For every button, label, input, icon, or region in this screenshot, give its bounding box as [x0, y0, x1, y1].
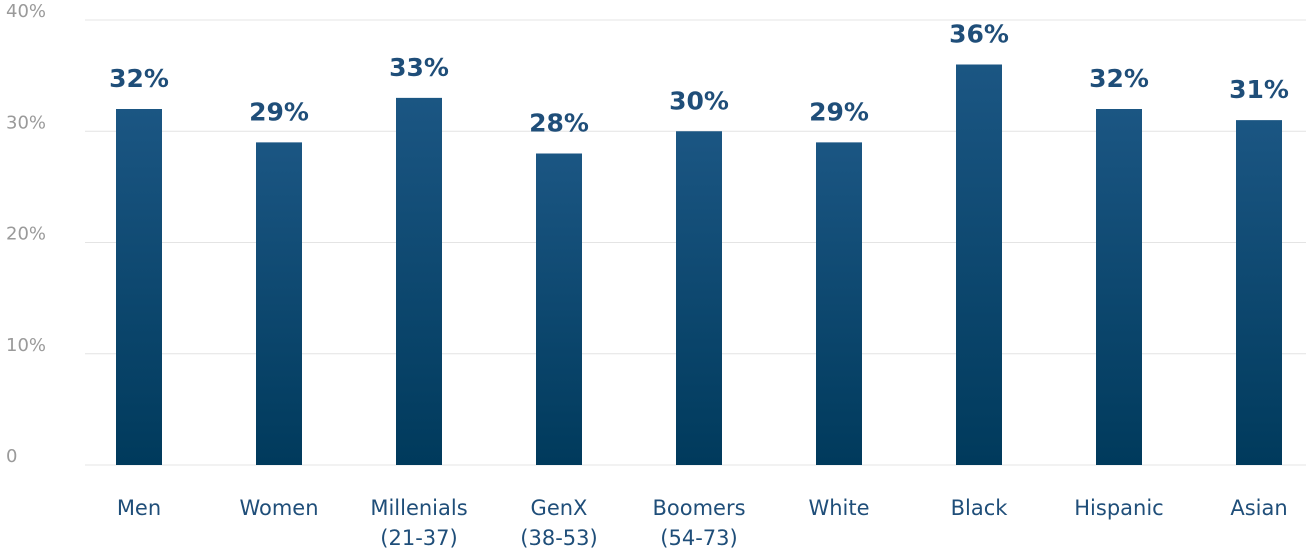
y-tick-label: 10% — [6, 335, 46, 356]
x-tick-label: Hispanic — [1074, 496, 1163, 520]
bar — [1236, 120, 1282, 465]
x-tick-label: Boomers — [652, 496, 745, 520]
x-tick-label: Black — [951, 496, 1009, 520]
data-label: 29% — [249, 97, 309, 126]
data-label: 32% — [109, 64, 169, 93]
data-label: 33% — [389, 53, 449, 82]
bar — [816, 142, 862, 465]
y-tick-label: 20% — [6, 224, 46, 245]
x-tick-label: Millenials — [370, 496, 467, 520]
x-tick-label: (21-37) — [380, 526, 457, 550]
x-tick-label: Asian — [1230, 496, 1287, 520]
bars — [116, 64, 1282, 465]
data-labels: 32% 29% 33% 28% 30% 29% 36% 32% 31% — [109, 20, 1289, 138]
data-label: 29% — [809, 97, 869, 126]
bar — [676, 131, 722, 465]
x-tick-label: (38-53) — [520, 526, 597, 550]
data-label: 28% — [529, 109, 589, 138]
x-tick-label: (54-73) — [660, 526, 737, 550]
x-tick-label: Men — [117, 496, 161, 520]
y-tick-label: 40% — [6, 1, 46, 22]
bar — [396, 97, 442, 465]
y-tick-label: 0 — [6, 446, 17, 467]
x-axis: Men Women Millenials (21-37) GenX (38-53) Boom… — [117, 496, 1288, 550]
bar — [1096, 109, 1142, 465]
x-tick-label: White — [808, 496, 869, 520]
data-label: 36% — [949, 20, 1009, 49]
y-tick-label: 30% — [6, 112, 46, 133]
data-label: 32% — [1089, 64, 1149, 93]
bar — [536, 153, 582, 465]
bar — [256, 142, 302, 465]
bar — [956, 64, 1002, 465]
data-label: 30% — [669, 86, 729, 115]
y-axis: 0 10% 20% 30% 40% — [6, 1, 46, 467]
bar — [116, 109, 162, 465]
x-tick-label: Women — [239, 496, 318, 520]
data-label: 31% — [1229, 75, 1289, 104]
x-tick-label: GenX — [531, 496, 588, 520]
